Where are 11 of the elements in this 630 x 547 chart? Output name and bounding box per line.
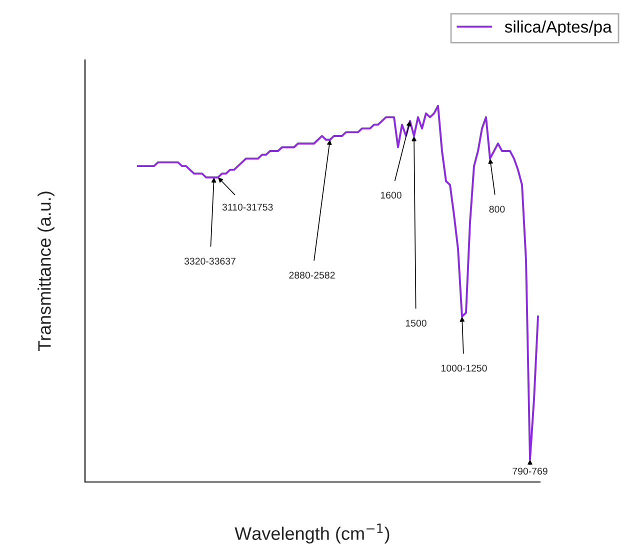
annotation: 3320-33637 [184, 258, 236, 265]
annotation: 790-769 [512, 468, 548, 475]
x-axis-title: Wavelength (cm$^{−1}$) [234, 524, 390, 544]
annotation: 1600 [380, 192, 402, 199]
annotation: 3110-31753 [222, 204, 273, 211]
y-axis-title: Transmittance (a.u.) [38, 192, 54, 352]
annotation: 800 [489, 206, 505, 213]
annotation: 1000-1250 [441, 364, 487, 372]
legend-label: silica/Aptes/pa [504, 20, 612, 36]
annotation: 2880-2582 [289, 272, 335, 279]
annotation: 1500 [406, 320, 426, 327]
